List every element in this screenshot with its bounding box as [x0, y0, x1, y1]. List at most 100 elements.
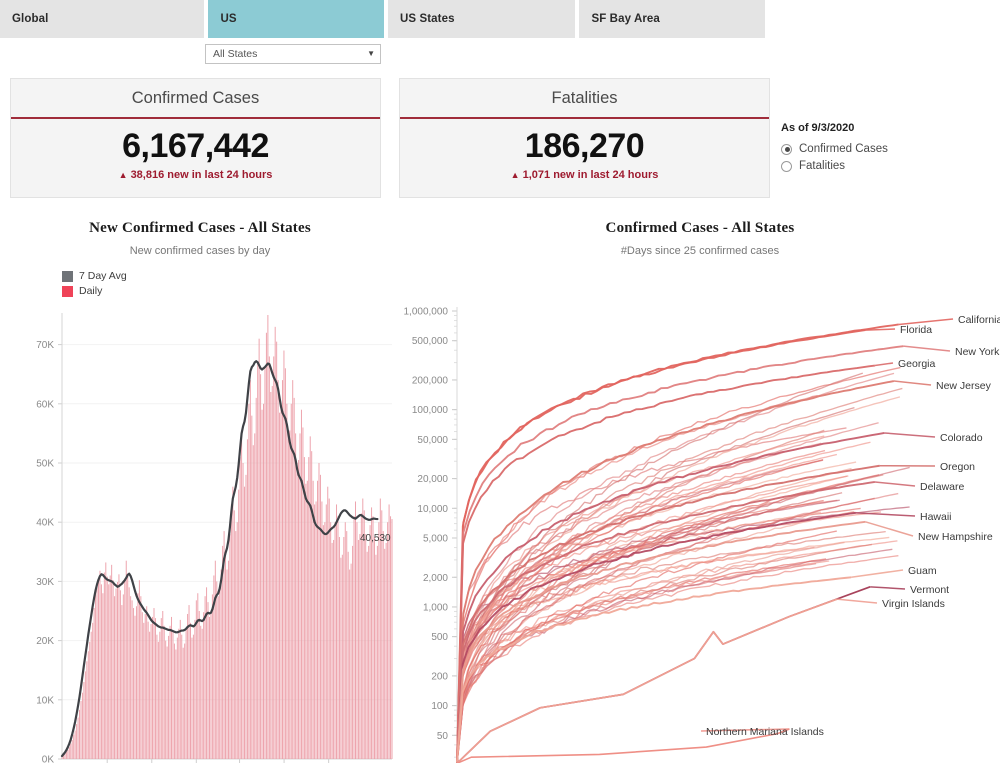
right-y-tick: 200	[431, 671, 448, 682]
state-leader-line	[903, 345, 951, 352]
daily-bar	[213, 575, 215, 759]
daily-bar	[236, 522, 238, 759]
daily-bar	[62, 755, 64, 759]
daily-bar	[137, 593, 139, 759]
daily-bar	[255, 397, 257, 759]
state-line-labeled	[456, 329, 866, 762]
daily-bar	[220, 569, 222, 759]
daily-bar	[322, 525, 324, 759]
daily-bar	[187, 613, 189, 759]
kpi-fatalities: Fatalities 186,270 ▲ 1,071 new in last 2…	[399, 78, 770, 198]
state-line	[456, 466, 910, 762]
daily-bar	[245, 474, 247, 759]
daily-bar	[176, 637, 178, 759]
daily-bar	[79, 709, 81, 759]
state-leader-line	[893, 380, 932, 386]
legend-label-7day: 7 Day Avg	[79, 270, 127, 282]
radio-fatalities-icon[interactable]	[781, 160, 792, 172]
daily-bar	[206, 587, 208, 759]
daily-bar	[70, 743, 72, 759]
daily-bar	[217, 596, 219, 759]
daily-bar	[61, 756, 63, 759]
daily-bar	[171, 616, 173, 759]
state-label: Georgia	[898, 358, 936, 370]
daily-bar	[143, 622, 145, 759]
legend-item-7day[interactable]: 7 Day Avg	[62, 270, 127, 282]
metric-selector-panel: As of 9/3/2020 Confirmed Cases Fatalitie…	[781, 122, 996, 177]
state-line	[456, 475, 848, 763]
daily-bar	[162, 611, 164, 759]
daily-bar	[343, 537, 345, 759]
daily-bar	[169, 625, 171, 759]
state-leader-line	[865, 521, 914, 537]
daily-bar	[308, 457, 310, 759]
kpi-fatalities-delta-text: 1,071 new in last 24 hours	[522, 169, 659, 182]
daily-bar	[127, 575, 129, 759]
state-label: Florida	[900, 324, 932, 336]
left-y-tick: 0K	[42, 755, 55, 763]
left-chart-annotation: 40,530	[360, 533, 391, 544]
up-triangle-icon: ▲	[510, 170, 520, 181]
daily-bar	[324, 522, 326, 759]
daily-bar	[68, 747, 70, 759]
daily-bar	[352, 545, 354, 759]
legend-swatch-daily	[62, 285, 73, 297]
radio-confirmed-cases[interactable]: Confirmed Cases	[781, 143, 996, 155]
daily-bar	[290, 403, 292, 759]
right-y-tick: 1,000	[423, 602, 448, 613]
tab-global[interactable]: Global	[0, 0, 205, 38]
seven-day-avg-line	[60, 360, 379, 758]
tab-us[interactable]: US	[208, 0, 384, 38]
state-line	[456, 560, 830, 763]
state-leader-line	[874, 362, 894, 367]
state-leader-line	[884, 432, 936, 438]
daily-bar	[83, 682, 85, 759]
daily-bar	[106, 576, 108, 759]
radio-confirmed-cases-icon[interactable]	[781, 143, 792, 155]
left-y-tick: 50K	[36, 459, 54, 470]
daily-bar	[362, 498, 364, 759]
tab-bar: Global US US States SF Bay Area	[0, 0, 765, 38]
daily-bar	[71, 740, 73, 759]
daily-bar	[376, 545, 378, 759]
daily-bar	[287, 433, 289, 759]
state-label: Delaware	[920, 481, 965, 493]
state-filter-dropdown[interactable]: All States ▼	[205, 44, 381, 64]
daily-bar	[181, 634, 183, 759]
radio-fatalities[interactable]: Fatalities	[781, 160, 996, 172]
daily-bar	[112, 580, 114, 759]
tab-sf-bay-area-label: SF Bay Area	[591, 13, 660, 25]
state-line-labeled	[456, 728, 790, 763]
legend-item-daily[interactable]: Daily	[62, 285, 127, 297]
daily-bar	[365, 534, 367, 759]
state-line	[456, 510, 855, 762]
daily-bar	[147, 621, 149, 759]
daily-bar	[96, 587, 98, 759]
legend-swatch-7day	[62, 270, 73, 282]
daily-bar	[124, 578, 126, 759]
daily-bar	[200, 625, 202, 759]
tab-sf-bay-area[interactable]: SF Bay Area	[579, 0, 765, 38]
daily-bar	[315, 501, 317, 759]
state-line-labeled	[456, 464, 880, 763]
state-leader-line	[870, 586, 906, 590]
daily-bar	[366, 551, 368, 759]
tab-us-states[interactable]: US States	[387, 0, 576, 38]
kpi-confirmed-cases-title: Confirmed Cases	[11, 79, 380, 119]
daily-bar	[331, 542, 333, 759]
daily-bar	[115, 588, 117, 759]
daily-bar	[375, 554, 377, 759]
daily-bar	[211, 594, 213, 759]
right-chart-subtitle: #Days since 25 confirmed cases	[620, 245, 780, 257]
left-y-tick: 20K	[36, 636, 54, 647]
daily-bar	[65, 751, 67, 759]
daily-bar	[289, 430, 291, 759]
daily-bar	[260, 374, 262, 759]
state-label: Guam	[908, 565, 937, 577]
state-label: California	[958, 314, 1000, 326]
daily-bar	[203, 612, 205, 759]
state-line	[456, 536, 890, 763]
state-label: New Hampshire	[918, 531, 993, 543]
daily-bar	[244, 486, 246, 759]
daily-bar	[154, 618, 156, 759]
